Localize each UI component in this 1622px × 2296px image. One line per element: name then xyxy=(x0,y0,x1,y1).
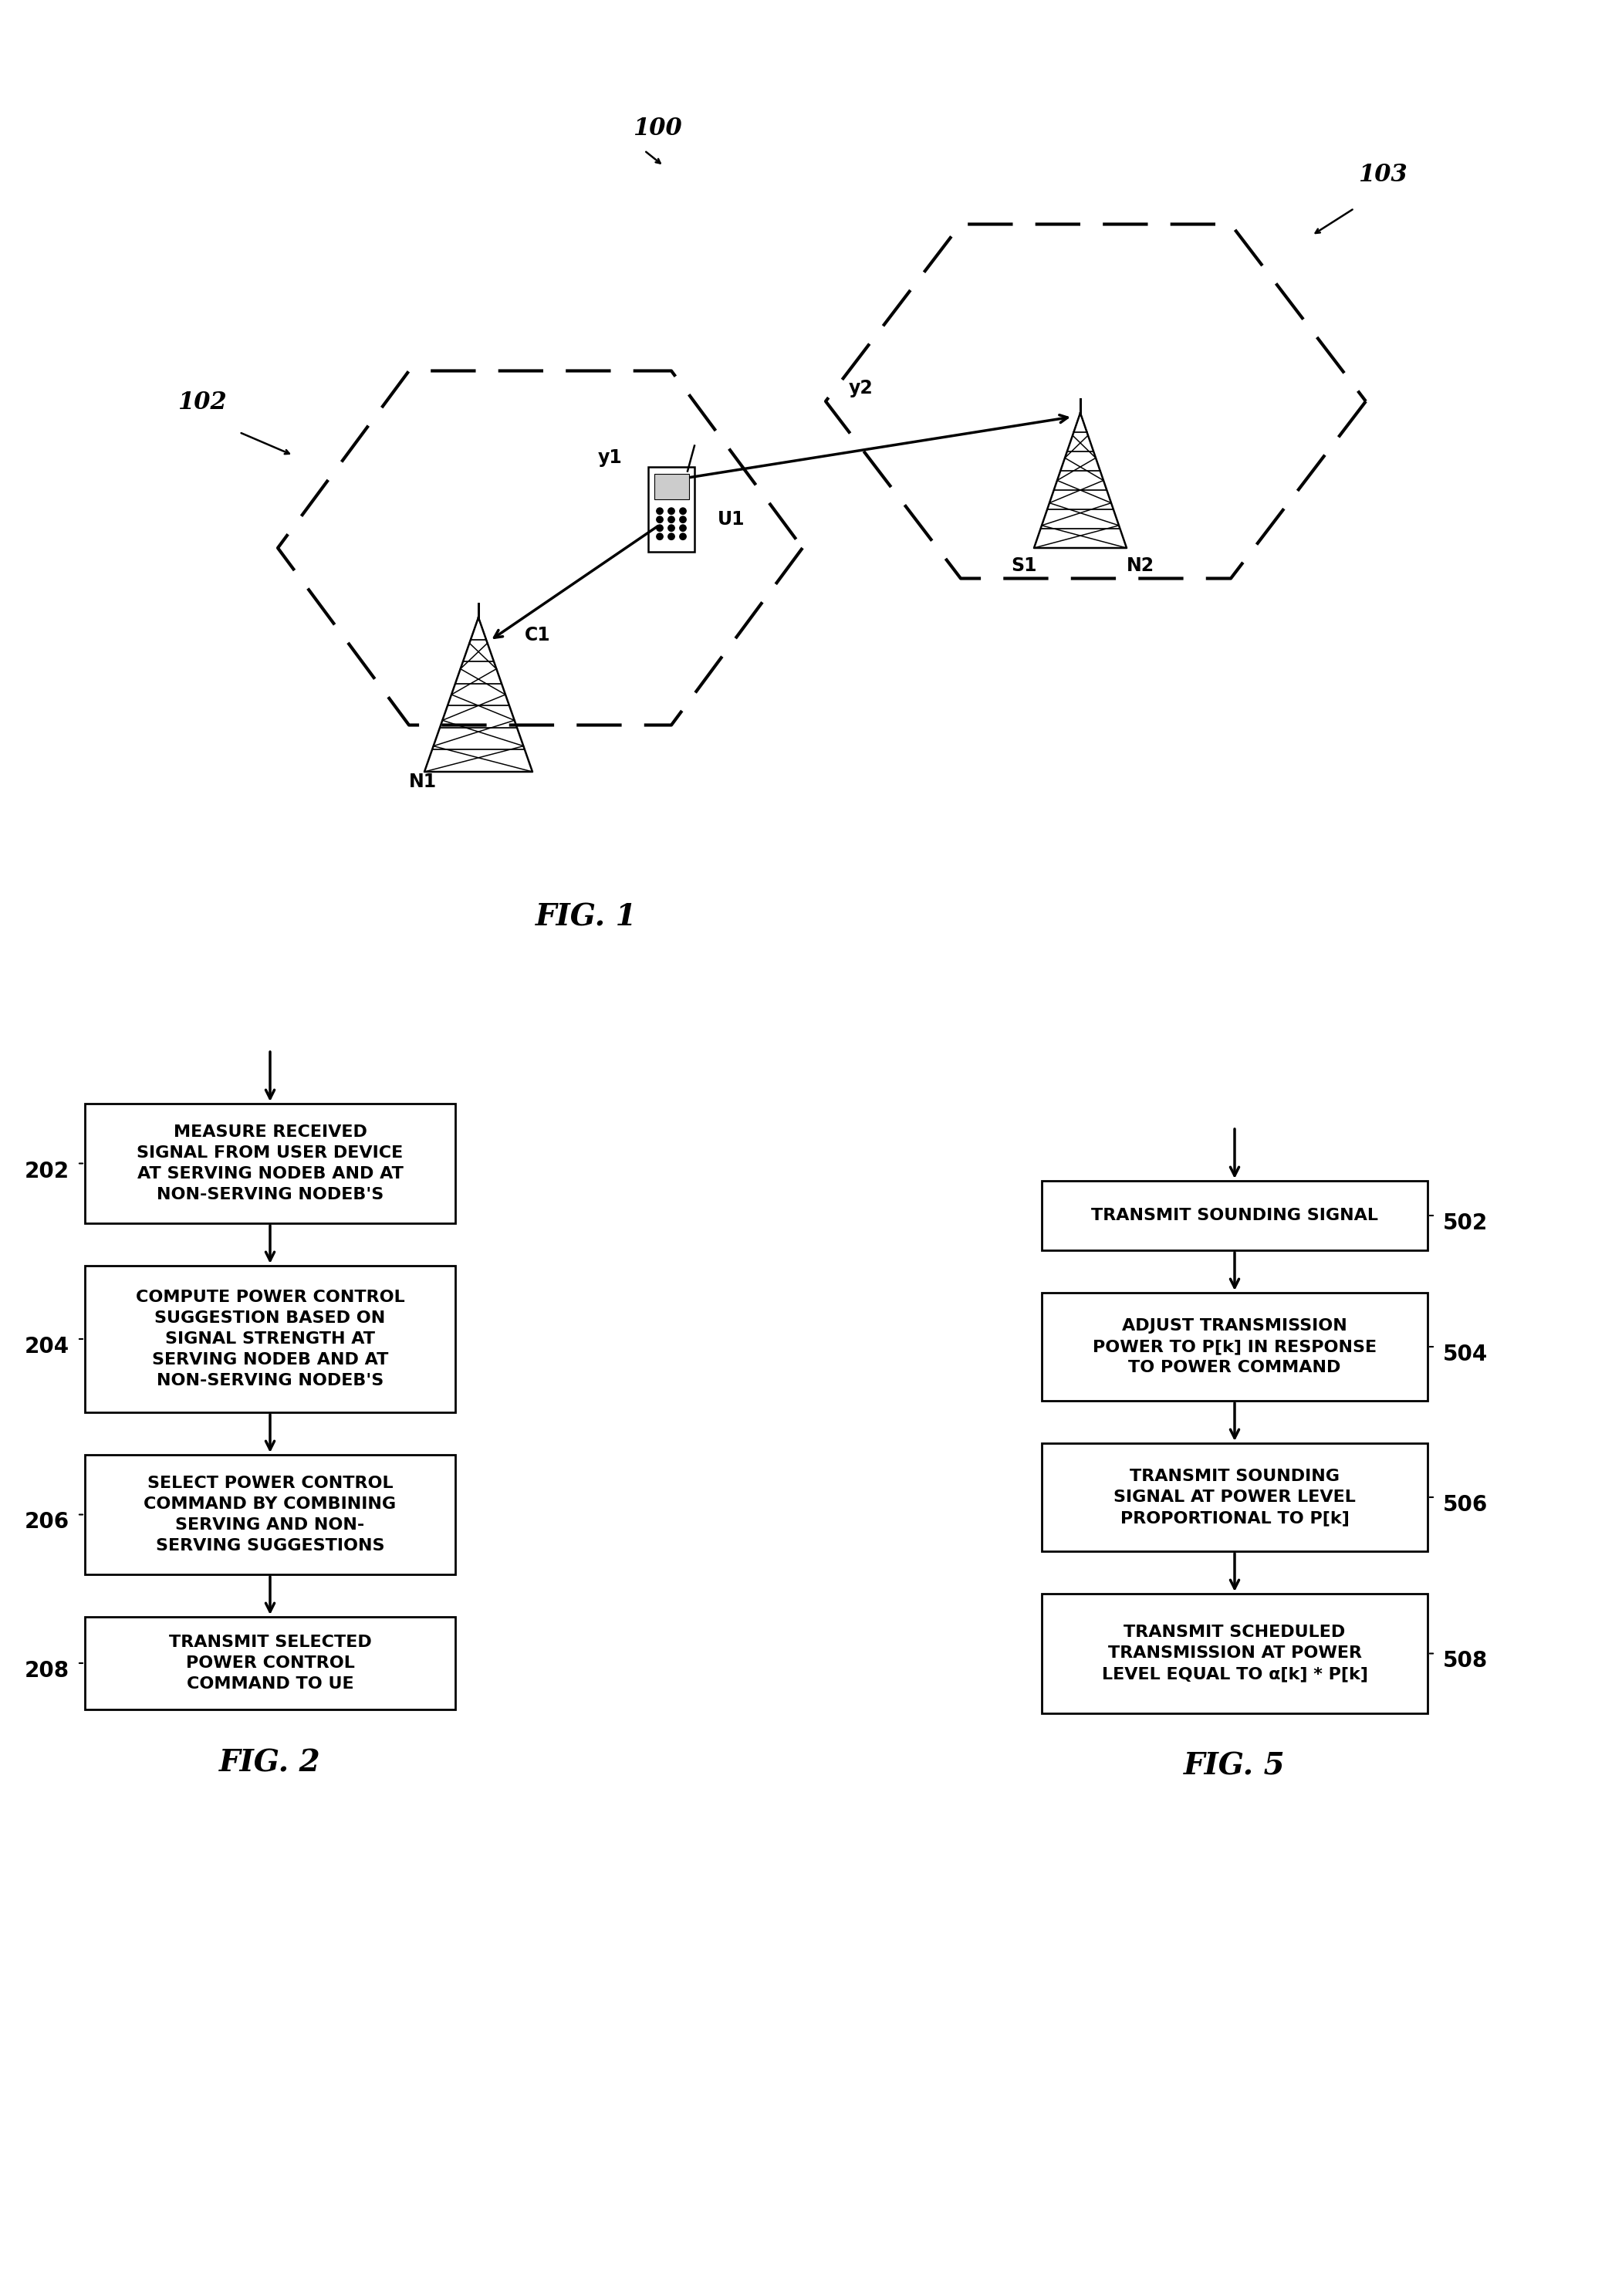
Circle shape xyxy=(657,507,663,514)
Circle shape xyxy=(680,533,686,540)
Text: TRANSMIT SOUNDING SIGNAL: TRANSMIT SOUNDING SIGNAL xyxy=(1092,1208,1379,1224)
Circle shape xyxy=(668,533,675,540)
Text: 100: 100 xyxy=(633,117,681,140)
Text: TRANSMIT SOUNDING
SIGNAL AT POWER LEVEL
PROPORTIONAL TO P[k]: TRANSMIT SOUNDING SIGNAL AT POWER LEVEL … xyxy=(1114,1469,1356,1527)
Text: 102: 102 xyxy=(177,390,227,416)
Circle shape xyxy=(657,526,663,530)
Bar xyxy=(1041,1444,1427,1552)
Bar xyxy=(1041,1593,1427,1713)
Circle shape xyxy=(680,526,686,530)
Text: FIG. 1: FIG. 1 xyxy=(535,902,637,932)
Bar xyxy=(84,1616,456,1711)
Text: COMPUTE POWER CONTROL
SUGGESTION BASED ON
SIGNAL STRENGTH AT
SERVING NODEB AND A: COMPUTE POWER CONTROL SUGGESTION BASED O… xyxy=(136,1290,404,1389)
Circle shape xyxy=(680,517,686,523)
Text: y2: y2 xyxy=(848,379,873,397)
Text: 208: 208 xyxy=(24,1660,70,1681)
Text: y1: y1 xyxy=(599,448,623,466)
Bar xyxy=(84,1104,456,1224)
Text: TRANSMIT SELECTED
POWER CONTROL
COMMAND TO UE: TRANSMIT SELECTED POWER CONTROL COMMAND … xyxy=(169,1635,371,1692)
Bar xyxy=(649,466,694,551)
Text: S1: S1 xyxy=(1011,556,1036,574)
Text: ADJUST TRANSMISSION
POWER TO P[k] IN RESPONSE
TO POWER COMMAND: ADJUST TRANSMISSION POWER TO P[k] IN RES… xyxy=(1093,1318,1377,1375)
Text: 204: 204 xyxy=(24,1336,70,1357)
Circle shape xyxy=(657,517,663,523)
Text: 506: 506 xyxy=(1444,1495,1487,1515)
Bar xyxy=(1041,1180,1427,1251)
Text: N1: N1 xyxy=(409,771,436,792)
Bar xyxy=(654,473,689,498)
Text: 508: 508 xyxy=(1444,1651,1487,1671)
Text: U1: U1 xyxy=(717,510,744,528)
Text: TRANSMIT SCHEDULED
TRANSMISSION AT POWER
LEVEL EQUAL TO α[k] * P[k]: TRANSMIT SCHEDULED TRANSMISSION AT POWER… xyxy=(1101,1626,1367,1683)
Text: SELECT POWER CONTROL
COMMAND BY COMBINING
SERVING AND NON-
SERVING SUGGESTIONS: SELECT POWER CONTROL COMMAND BY COMBININ… xyxy=(144,1476,396,1554)
Text: FIG. 2: FIG. 2 xyxy=(219,1747,321,1777)
Bar xyxy=(84,1456,456,1575)
Circle shape xyxy=(668,517,675,523)
Circle shape xyxy=(657,533,663,540)
Circle shape xyxy=(668,507,675,514)
Circle shape xyxy=(668,526,675,530)
Bar xyxy=(84,1265,456,1412)
Text: C1: C1 xyxy=(526,627,550,645)
Text: 504: 504 xyxy=(1444,1343,1487,1366)
Bar xyxy=(1041,1293,1427,1401)
Text: 502: 502 xyxy=(1444,1212,1487,1233)
Circle shape xyxy=(680,507,686,514)
Text: MEASURE RECEIVED
SIGNAL FROM USER DEVICE
AT SERVING NODEB AND AT
NON-SERVING NOD: MEASURE RECEIVED SIGNAL FROM USER DEVICE… xyxy=(136,1125,404,1203)
Text: 103: 103 xyxy=(1358,163,1408,186)
Text: FIG. 5: FIG. 5 xyxy=(1184,1752,1285,1782)
Text: N2: N2 xyxy=(1127,556,1155,574)
Text: 206: 206 xyxy=(24,1511,70,1534)
Text: 202: 202 xyxy=(24,1159,70,1182)
